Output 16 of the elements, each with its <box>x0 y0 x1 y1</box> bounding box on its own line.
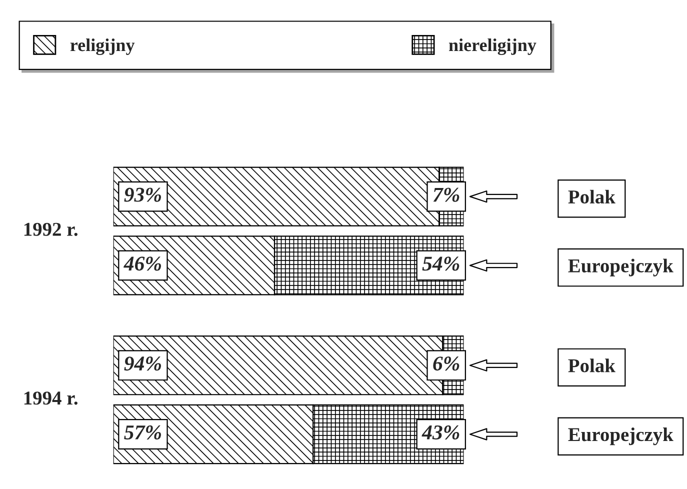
legend-label: niereligijny <box>448 38 536 56</box>
text: 1992 r. <box>24 222 78 236</box>
data-label: 7% <box>433 188 460 202</box>
legend-label: religijny <box>70 38 135 56</box>
data-label: 93% <box>124 188 161 202</box>
y-tick-label: Europejczyk <box>568 427 674 446</box>
data-label: 46% <box>124 256 161 271</box>
data-label: 6% <box>433 356 460 371</box>
data-label: 94% <box>124 356 161 371</box>
y-tick-label: Europejczyk <box>568 258 674 276</box>
data-label: 54% <box>422 256 460 271</box>
text: 1994 r. <box>24 392 78 405</box>
y-tick-label: Polak <box>568 358 616 372</box>
data-label: 43% <box>422 425 460 440</box>
y-tick-label: Polak <box>568 190 616 204</box>
data-label: 57% <box>124 425 161 440</box>
